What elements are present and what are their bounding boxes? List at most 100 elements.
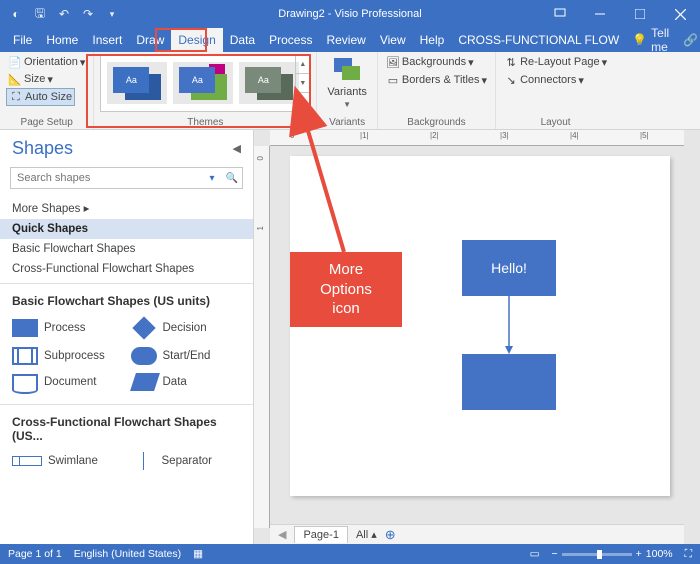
page-tab-1[interactable]: Page-1: [294, 526, 347, 543]
box-2[interactable]: [462, 354, 556, 410]
tell-me-label: Tell me: [651, 26, 669, 54]
shape-process[interactable]: Process: [12, 314, 127, 342]
add-page-icon[interactable]: ⊕: [385, 527, 396, 543]
tab-process[interactable]: Process: [262, 28, 319, 52]
shape-data[interactable]: Data: [131, 370, 246, 394]
tab-review[interactable]: Review: [319, 28, 372, 52]
startend-icon: [131, 347, 157, 365]
gallery-up-icon[interactable]: ▲: [296, 55, 309, 74]
themes-gallery[interactable]: Aa Aa Aa ▲ ▼ ▼: [100, 54, 310, 112]
zoom-slider[interactable]: [562, 553, 632, 556]
connector-arrow[interactable]: [504, 296, 516, 354]
borders-button[interactable]: ▭Borders & Titles ▾: [384, 72, 489, 88]
hello-box[interactable]: Hello!: [462, 240, 556, 296]
all-pages[interactable]: All ▴: [356, 528, 377, 541]
group-page-setup: 📄Orientation ▾ 📐Size ▾ ⛶Auto Size Page S…: [0, 52, 94, 129]
tab-help[interactable]: Help: [413, 28, 452, 52]
theme-thumb-3[interactable]: Aa: [239, 62, 299, 104]
tab-cross-functional-flow[interactable]: CROSS-FUNCTIONAL FLOW: [451, 28, 626, 52]
variants-label: Variants: [327, 86, 367, 98]
autosize-button[interactable]: ⛶Auto Size: [6, 88, 75, 106]
relayout-button[interactable]: ⇅Re-Layout Page ▾: [502, 54, 609, 70]
shape-startend[interactable]: Start/End: [131, 344, 246, 368]
backgrounds-button[interactable]: 🖼Backgrounds ▾: [384, 54, 476, 70]
page-tabs: ◀ Page-1 All ▴ ⊕: [270, 524, 684, 544]
basic-shapes-grid: Process Decision Subprocess Start/End Do…: [0, 312, 253, 400]
shape-document[interactable]: Document: [12, 370, 127, 394]
close-icon[interactable]: [660, 0, 700, 28]
canvas-area: 0|1||2||3||4||5| 01 Hello! ◀ Page-1 All …: [254, 130, 700, 544]
zoom-level[interactable]: 100%: [646, 548, 673, 560]
prev-page-icon[interactable]: ◀: [278, 528, 286, 541]
tab-draw[interactable]: Draw: [129, 28, 171, 52]
page-setup-label: Page Setup: [6, 116, 87, 129]
status-lang[interactable]: English (United States): [74, 548, 181, 560]
variants-button[interactable]: Variants ▼: [323, 54, 371, 111]
search-input[interactable]: [11, 168, 202, 188]
gallery-spinner: ▲ ▼ ▼: [295, 55, 309, 111]
crossfunc-shapes-grid: Swimlane Separator: [0, 447, 253, 479]
shape-decision[interactable]: Decision: [131, 314, 246, 342]
theme-thumb-2[interactable]: Aa: [173, 62, 233, 104]
relayout-icon: ⇅: [504, 55, 518, 69]
status-page: Page 1 of 1: [8, 548, 62, 560]
orientation-button[interactable]: 📄Orientation ▾: [6, 54, 87, 70]
group-themes: Aa Aa Aa ▲ ▼ ▼ Themes: [94, 52, 317, 129]
presentation-icon[interactable]: ▭: [530, 548, 540, 560]
undo-icon[interactable]: ↶: [54, 4, 74, 24]
backgrounds-group-label: Backgrounds: [384, 116, 489, 129]
share-button[interactable]: 🔗 Share: [675, 28, 700, 52]
section-crossfunc: Cross-Functional Flowchart Shapes (US...: [0, 404, 253, 447]
gallery-down-icon[interactable]: ▼: [296, 74, 309, 93]
tab-insert[interactable]: Insert: [85, 28, 129, 52]
category-cross-functional-flowchart-shapes[interactable]: Cross-Functional Flowchart Shapes: [0, 259, 253, 279]
shape-swimlane[interactable]: Swimlane: [12, 449, 127, 473]
shape-separator[interactable]: Separator: [131, 449, 246, 473]
collapse-pane-icon[interactable]: ◀: [233, 142, 241, 155]
fit-page-icon[interactable]: ⛶: [685, 548, 692, 561]
save-icon[interactable]: 🖫: [30, 4, 50, 24]
chevron-down-icon: ▼: [343, 100, 351, 109]
orientation-label: Orientation: [24, 56, 78, 68]
connectors-label: Connectors: [520, 74, 576, 86]
borders-label: Borders & Titles: [402, 74, 480, 86]
window-title: Drawing2 - Visio Professional: [278, 8, 421, 20]
variants-group-label: Variants: [323, 116, 371, 129]
tab-file[interactable]: File: [6, 28, 39, 52]
redo-icon[interactable]: ↷: [78, 4, 98, 24]
quick-access-toolbar: ◐ 🖫 ↶ ↷ ▾: [0, 4, 122, 24]
tab-home[interactable]: Home: [39, 28, 85, 52]
category-basic-flowchart-shapes[interactable]: Basic Flowchart Shapes: [0, 239, 253, 259]
separator-icon: [143, 452, 144, 470]
ribbon-options-icon[interactable]: [540, 0, 580, 28]
tab-data[interactable]: Data: [223, 28, 262, 52]
title-bar: ◐ 🖫 ↶ ↷ ▾ Drawing2 - Visio Professional: [0, 0, 700, 28]
annotation-callout: More Options icon: [290, 252, 402, 327]
macro-icon[interactable]: ▦: [193, 548, 203, 560]
zoom-in-icon[interactable]: +: [636, 548, 642, 560]
category-quick-shapes[interactable]: Quick Shapes: [0, 219, 253, 239]
zoom-out-icon[interactable]: −: [552, 548, 558, 560]
connectors-button[interactable]: ↘Connectors ▾: [502, 72, 586, 88]
tab-design[interactable]: Design: [171, 28, 222, 52]
tab-view[interactable]: View: [373, 28, 413, 52]
size-button[interactable]: 📐Size ▾: [6, 71, 55, 87]
theme-thumb-1[interactable]: Aa: [107, 62, 167, 104]
process-icon: [12, 319, 38, 337]
gallery-more-icon[interactable]: ▼: [296, 93, 309, 111]
swimlane-icon: [12, 456, 42, 466]
backgrounds-label: Backgrounds: [402, 56, 466, 68]
callout-line1: More: [329, 261, 363, 278]
search-dropdown-icon[interactable]: ▾: [202, 168, 222, 188]
qat-more-icon[interactable]: ▾: [102, 4, 122, 24]
workspace: Shapes◀ ▾ 🔍 More Shapes ▸Quick ShapesBas…: [0, 130, 700, 544]
maximize-icon[interactable]: [620, 0, 660, 28]
minimize-icon[interactable]: [580, 0, 620, 28]
tell-me[interactable]: 💡 Tell me: [626, 28, 675, 52]
shape-subprocess[interactable]: Subprocess: [12, 344, 127, 368]
autosave-toggle[interactable]: ◐: [6, 4, 26, 24]
group-variants: Variants ▼ Variants: [317, 52, 378, 129]
data-icon: [130, 373, 160, 391]
search-icon[interactable]: 🔍: [222, 168, 242, 188]
category-more-shapes[interactable]: More Shapes ▸: [0, 197, 253, 219]
